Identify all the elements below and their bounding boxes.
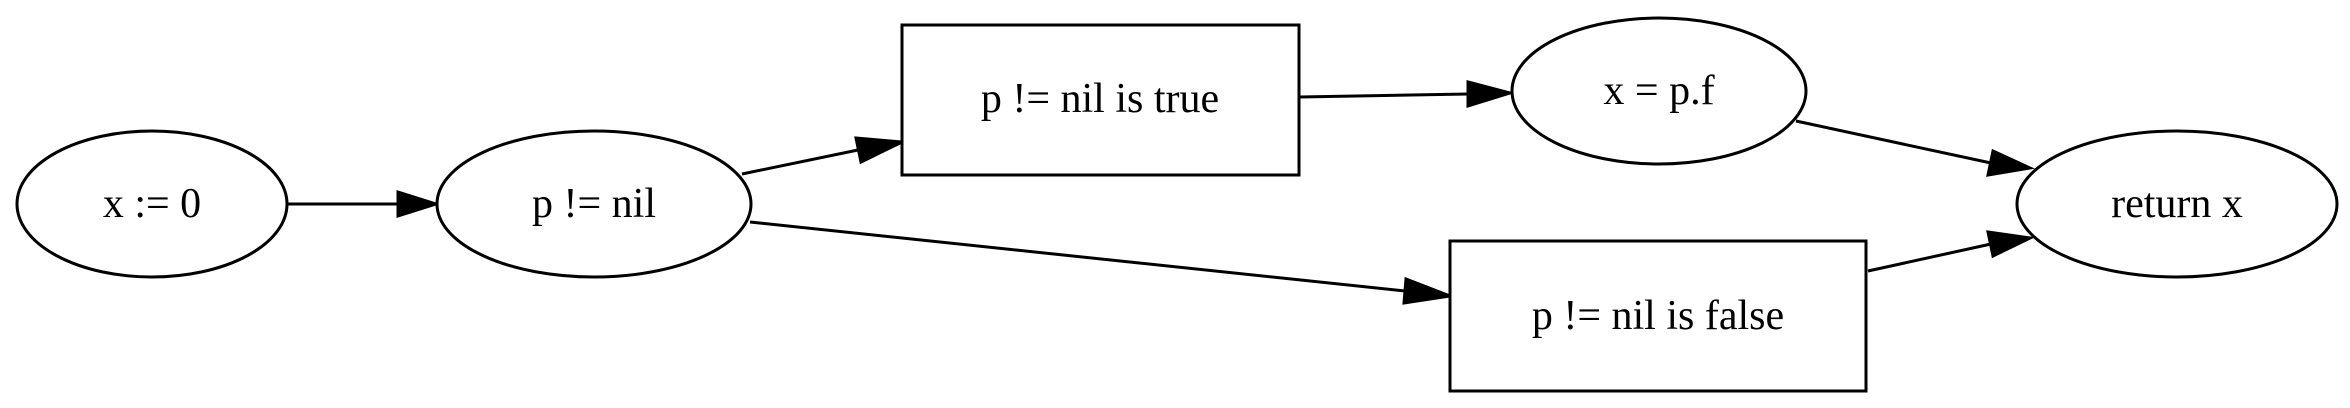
edge-p-check-to-p-true (741, 136, 908, 176)
edge-x-assign-to-p-check (288, 189, 441, 219)
node-p-false: p != nil is false (1448, 239, 1868, 393)
edge-x-eq-pf-to-ret-x (1795, 119, 2036, 177)
node-p-check: p != nil (435, 129, 753, 279)
node-label: x := 0 (103, 181, 201, 227)
node-label: return x (2111, 181, 2243, 227)
node-label: x = p.f (1603, 68, 1714, 114)
edge-p-false-to-ret-x (1867, 230, 2036, 273)
edge-p-true-to-x-eq-pf (1299, 80, 1516, 109)
node-x-assign: x := 0 (15, 129, 289, 279)
node-p-true: p != nil is true (900, 23, 1301, 177)
node-label: p != nil (532, 181, 656, 227)
node-ret-x: return x (2015, 129, 2339, 279)
edge-p-check-to-p-false (749, 220, 1456, 305)
node-x-eq-pf: x = p.f (1510, 16, 1808, 166)
node-label: p != nil is false (1532, 293, 1784, 339)
node-label: p != nil is true (981, 76, 1219, 122)
